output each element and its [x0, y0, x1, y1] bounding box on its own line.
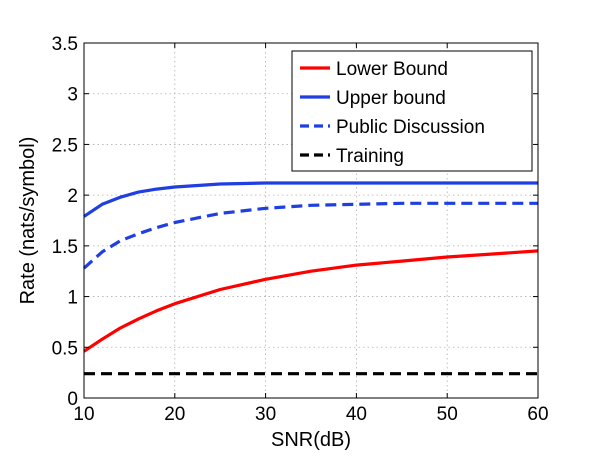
x-tick-label: 20: [164, 404, 185, 425]
y-tick-label: 1.5: [52, 237, 78, 258]
y-tick-label: 3: [67, 85, 78, 106]
y-tick-label: 3.5: [52, 34, 78, 55]
series-line-lower-bound: [83, 249, 539, 353]
legend-label: Training: [336, 146, 404, 167]
axis-ticks: 10 20 30 40 50 60 0 0.5 1 1.5 2 2.5 3 3.5: [52, 34, 549, 425]
x-tick-label: 10: [73, 404, 94, 425]
y-tick-label: 0: [67, 389, 78, 410]
y-tick-label: 2.5: [52, 135, 78, 156]
plot-frame: [83, 42, 539, 399]
y-tick-label: 1: [67, 288, 78, 309]
x-axis-label: SNR(dB): [271, 429, 351, 451]
legend-label: Public Discussion: [336, 117, 485, 138]
legend-box: [291, 50, 533, 172]
y-tick-label: 0.5: [52, 338, 78, 359]
x-tick-label: 50: [437, 404, 458, 425]
legend: Lower Bound Upper bound Public Discussion T…: [291, 50, 533, 172]
series-line-public-discussion: [82, 201, 538, 270]
legend-label: Lower Bound: [336, 59, 448, 80]
y-axis-label: Rate (nats/symbol): [17, 137, 39, 305]
legend-label: Upper bound: [336, 88, 446, 109]
series-line-upper-bound: [83, 181, 538, 218]
y-tick-label: 2: [67, 186, 78, 207]
x-tick-label: 40: [346, 404, 367, 425]
series-lines: [82, 181, 539, 376]
x-tick-label: 30: [255, 404, 276, 425]
x-tick-label: 60: [527, 404, 548, 425]
